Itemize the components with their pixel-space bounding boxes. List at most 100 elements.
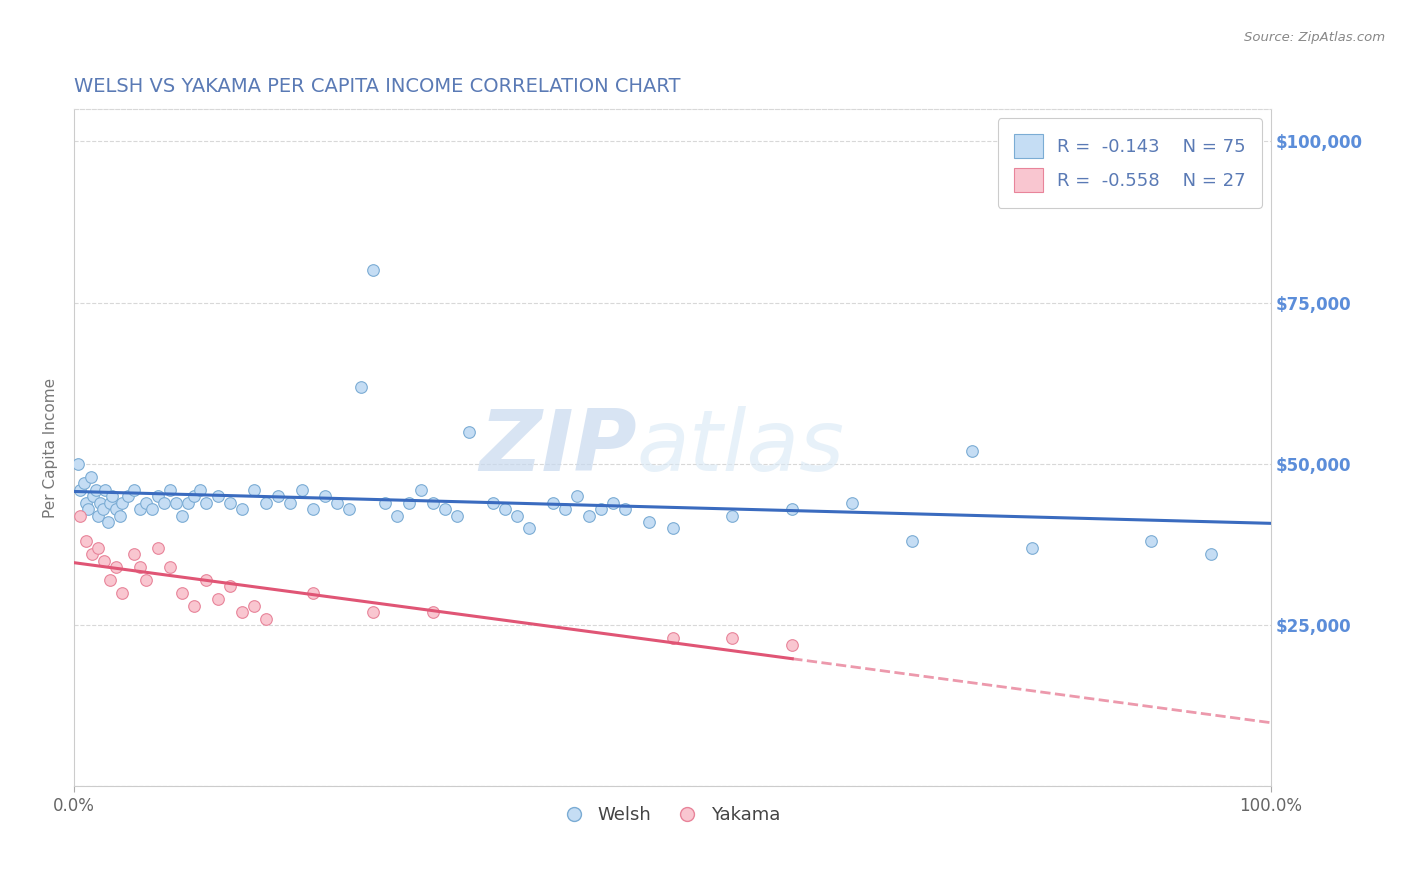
Point: [194, 495, 217, 509]
Point: [337, 502, 360, 516]
Point: [290, 483, 312, 497]
Point: [780, 502, 803, 516]
Point: [565, 489, 588, 503]
Point: [637, 515, 659, 529]
Point: [135, 573, 157, 587]
Point: [69, 508, 91, 523]
Point: [422, 605, 444, 619]
Point: [117, 489, 139, 503]
Point: [494, 502, 516, 516]
Point: [780, 638, 803, 652]
Point: [159, 560, 181, 574]
Point: [111, 495, 134, 509]
Point: [302, 502, 325, 516]
Point: [314, 489, 336, 503]
Text: atlas: atlas: [637, 406, 845, 490]
Point: [183, 489, 205, 503]
Point: [194, 573, 217, 587]
Point: [363, 263, 385, 277]
Point: [254, 612, 277, 626]
Point: [326, 495, 349, 509]
Point: [135, 495, 157, 509]
Text: WELSH VS YAKAMA PER CAPITA INCOME CORRELATION CHART: WELSH VS YAKAMA PER CAPITA INCOME CORREL…: [75, 78, 681, 96]
Point: [231, 502, 253, 516]
Point: [1199, 547, 1222, 561]
Point: [177, 495, 200, 509]
Point: [578, 508, 600, 523]
Point: [218, 580, 240, 594]
Text: ZIP: ZIP: [479, 406, 637, 490]
Point: [98, 495, 121, 509]
Point: [170, 586, 193, 600]
Point: [302, 586, 325, 600]
Point: [254, 495, 277, 509]
Point: [554, 502, 576, 516]
Point: [231, 605, 253, 619]
Point: [387, 508, 409, 523]
Point: [661, 521, 683, 535]
Point: [278, 495, 301, 509]
Point: [218, 495, 240, 509]
Point: [141, 502, 163, 516]
Point: [159, 483, 181, 497]
Point: [129, 502, 152, 516]
Point: [458, 425, 481, 439]
Point: [80, 470, 103, 484]
Point: [73, 476, 96, 491]
Point: [84, 483, 107, 497]
Point: [122, 483, 145, 497]
Point: [602, 495, 624, 509]
Point: [434, 502, 457, 516]
Point: [77, 502, 100, 516]
Point: [661, 631, 683, 645]
Point: [170, 508, 193, 523]
Point: [87, 508, 110, 523]
Point: [108, 508, 131, 523]
Point: [1021, 541, 1043, 555]
Point: [89, 495, 111, 509]
Point: [589, 502, 612, 516]
Point: [207, 592, 229, 607]
Point: [87, 541, 110, 555]
Point: [129, 560, 152, 574]
Point: [98, 573, 121, 587]
Point: [122, 547, 145, 561]
Point: [482, 495, 505, 509]
Point: [183, 599, 205, 613]
Point: [146, 489, 169, 503]
Point: [188, 483, 211, 497]
Point: [66, 457, 89, 471]
Point: [146, 541, 169, 555]
Point: [75, 495, 97, 509]
Point: [411, 483, 433, 497]
Point: [111, 586, 134, 600]
Point: [266, 489, 288, 503]
Point: [422, 495, 444, 509]
Point: [398, 495, 420, 509]
Point: [960, 444, 983, 458]
Y-axis label: Per Capita Income: Per Capita Income: [44, 377, 58, 518]
Point: [363, 605, 385, 619]
Point: [506, 508, 529, 523]
Point: [541, 495, 564, 509]
Point: [1140, 534, 1163, 549]
Point: [97, 515, 120, 529]
Point: [841, 495, 863, 509]
Point: [207, 489, 229, 503]
Point: [721, 508, 744, 523]
Point: [104, 502, 127, 516]
Text: Source: ZipAtlas.com: Source: ZipAtlas.com: [1244, 31, 1385, 45]
Point: [75, 534, 97, 549]
Point: [153, 495, 176, 509]
Point: [242, 483, 264, 497]
Point: [517, 521, 540, 535]
Point: [374, 495, 396, 509]
Point: [446, 508, 468, 523]
Point: [104, 560, 127, 574]
Point: [165, 495, 187, 509]
Point: [93, 554, 115, 568]
Point: [242, 599, 264, 613]
Point: [101, 489, 124, 503]
Point: [350, 379, 373, 393]
Point: [613, 502, 636, 516]
